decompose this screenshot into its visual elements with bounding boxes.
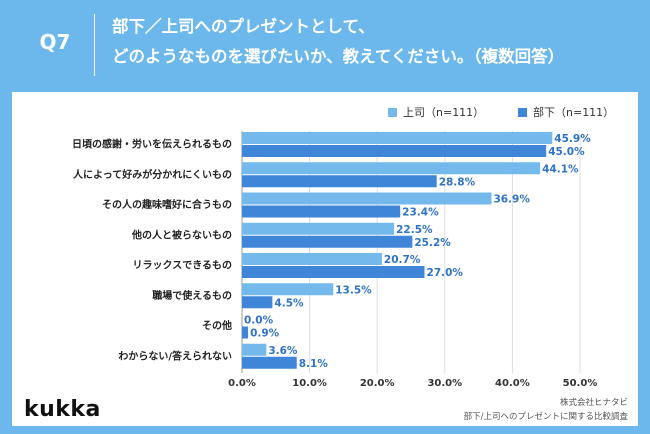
data-label: 25.2%	[414, 237, 451, 249]
legend-label-subordinate: 部下（n=111）	[533, 106, 615, 119]
category-label: 他の人と被らないもの	[131, 228, 232, 241]
x-tick-label: 40.0%	[495, 378, 530, 389]
data-label: 28.8%	[439, 176, 476, 188]
data-label: 44.1%	[542, 163, 579, 175]
bar-subordinate	[242, 326, 249, 339]
category-label: その他	[202, 319, 232, 332]
category-label: 日頃の感謝・労いを伝えられるもの	[72, 138, 232, 151]
bar-boss	[242, 222, 395, 235]
data-label: 36.9%	[493, 194, 530, 206]
data-label: 23.4%	[402, 207, 439, 219]
bar-boss	[242, 253, 382, 265]
legend-label-boss: 上司（n=111）	[403, 106, 485, 119]
legend-swatch-boss	[388, 107, 397, 117]
bar-subordinate	[242, 296, 273, 309]
bar-subordinate	[242, 356, 297, 369]
question-title-line1: 部下／上司へのプレゼントとして、	[112, 17, 375, 36]
bar-subordinate	[242, 205, 401, 218]
category-label: わからない/答えられない	[118, 349, 232, 362]
question-title-line2: どのようなものを選びたいか、教えてください。（複数回答）	[112, 47, 565, 66]
category-label: 職場で使えるもの	[152, 289, 232, 302]
data-label: 20.7%	[384, 254, 421, 266]
bar-subordinate	[242, 235, 413, 248]
source-company: 株式会社ヒナタビ	[559, 398, 628, 408]
bar-boss	[242, 192, 492, 205]
data-label: 45.9%	[554, 133, 591, 145]
legend-item-boss: 上司（n=111）	[388, 104, 484, 120]
data-label: 3.6%	[268, 345, 298, 357]
bar-boss	[242, 162, 541, 175]
x-tick-label: 0.0%	[228, 378, 256, 389]
data-label: 27.0%	[427, 267, 464, 279]
bar-subordinate	[242, 175, 437, 188]
header-divider	[94, 14, 95, 76]
bar-subordinate	[242, 145, 547, 157]
category-label: リラックスできるもの	[133, 260, 233, 272]
category-label: その人の趣味嗜好に合うもの	[102, 198, 232, 211]
bar-boss	[242, 343, 267, 356]
data-label: 0.9%	[250, 328, 280, 340]
bar-subordinate	[242, 266, 425, 278]
data-label: 13.5%	[335, 284, 372, 296]
question-title: 部下／上司へのプレゼントとして、 どのようなものを選びたいか、教えてください。（…	[112, 12, 642, 72]
category-label: 人によって好みが分かれにくいもの	[73, 168, 232, 181]
bar-boss	[242, 132, 553, 144]
bar-boss	[242, 283, 334, 296]
legend-item-subordinate: 部下（n=111）	[518, 104, 614, 120]
question-number: Q7	[39, 30, 71, 54]
data-label: 0.0%	[244, 315, 274, 327]
x-tick-label: 30.0%	[427, 378, 462, 389]
x-tick-label: 20.0%	[360, 378, 395, 389]
data-label: 45.0%	[548, 146, 585, 158]
source-survey: 部下/上司へのプレゼントに関する比較調査	[463, 412, 628, 422]
legend-swatch-subordinate	[518, 107, 527, 117]
brand-logo: kukka	[24, 397, 101, 422]
data-label: 4.5%	[274, 297, 304, 309]
data-label: 8.1%	[299, 358, 329, 370]
data-label: 22.5%	[396, 224, 433, 236]
x-tick-label: 50.0%	[563, 378, 598, 389]
x-tick-label: 10.0%	[292, 378, 327, 389]
